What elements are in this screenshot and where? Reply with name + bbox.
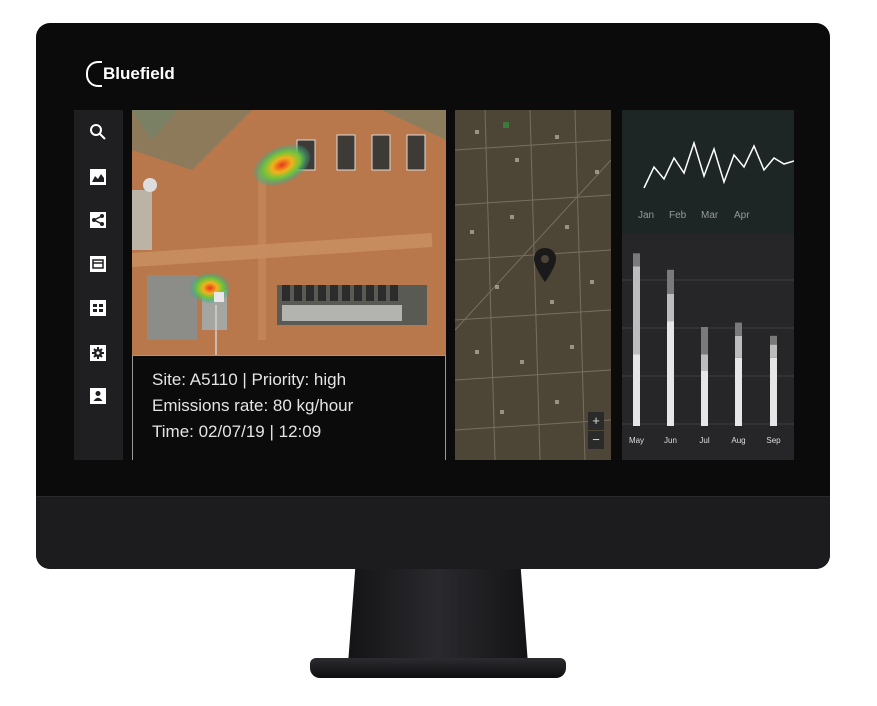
bar-chart: May Jun Jul Aug Sep [622,253,794,445]
bar-category-label: Sep [766,436,781,445]
bar-segment [770,344,777,358]
satellite-map[interactable]: + − [455,110,611,460]
line-chart-panel: Jan Feb Mar Apr [622,110,794,234]
x-tick-label: Apr [734,210,750,221]
sidebar-analytics-button[interactable] [86,165,110,189]
bar-segment [770,357,777,426]
tooltip-site: Site: A5110 | Priority: high [152,370,347,389]
app-logo: Bluefield [86,61,175,87]
grid-icon [90,300,106,316]
map-zoom-controls: + − [588,412,604,450]
x-tick-label: Jan [638,210,655,221]
line-chart [643,140,794,189]
bar-segment [633,266,640,355]
sidebar-user-button[interactable] [86,384,110,408]
bar-category-label: Jun [664,436,677,445]
sidebar-share-button[interactable] [86,208,110,232]
logo-text: Bluefield [103,64,175,83]
bar-segment [633,253,640,267]
monitor-stand-base [310,658,566,678]
bar-segment [701,327,708,355]
logo-arc-icon [86,61,102,87]
gear-icon [90,345,106,361]
sidebar [74,110,123,460]
emission-tooltip: Site: A5110 | Priority: high Emissions r… [132,355,446,460]
search-icon [90,124,106,140]
x-tick-label: Feb [669,210,687,221]
bar-segment [633,354,640,426]
bar-segment [667,321,674,426]
bar-segment [735,357,742,426]
bar-segment [735,335,742,358]
folder-icon [90,256,106,272]
map-pin-icon[interactable] [534,248,556,282]
user-icon [90,388,106,404]
sidebar-settings-button[interactable] [86,341,110,365]
tooltip-emissions-rate: Emissions rate: 80 kg/hour [152,396,354,415]
map-imagery [455,110,611,460]
bar-segment [770,335,777,345]
bar-segment [667,294,674,322]
screen: Bluefield [36,23,830,569]
site-aerial-view[interactable]: Site: A5110 | Priority: high Emissions r… [132,110,446,460]
monitor-stand-neck [348,569,528,664]
zoom-out-button[interactable]: − [588,431,604,449]
sidebar-grid-button[interactable] [86,296,110,320]
x-tick-label: Mar [701,210,719,221]
sidebar-search-button[interactable] [86,120,110,144]
sidebar-folder-button[interactable] [86,252,110,276]
share-icon [90,212,106,228]
zoom-in-button[interactable]: + [588,412,604,430]
bar-segment [667,269,674,294]
bar-segment [701,354,708,371]
charts-panel: Jan Feb Mar Apr May Jun Jul Aug Sep [622,110,794,460]
bar-category-label: Jul [699,436,709,445]
monitor-chin [36,496,830,569]
bar-category-label: Aug [731,436,745,445]
bar-segment [701,371,708,426]
tooltip-time: Time: 02/07/19 | 12:09 [152,422,322,441]
line-series [643,140,794,189]
bar-segment [735,322,742,336]
area-chart-icon [90,169,106,185]
bar-category-label: May [629,436,644,445]
